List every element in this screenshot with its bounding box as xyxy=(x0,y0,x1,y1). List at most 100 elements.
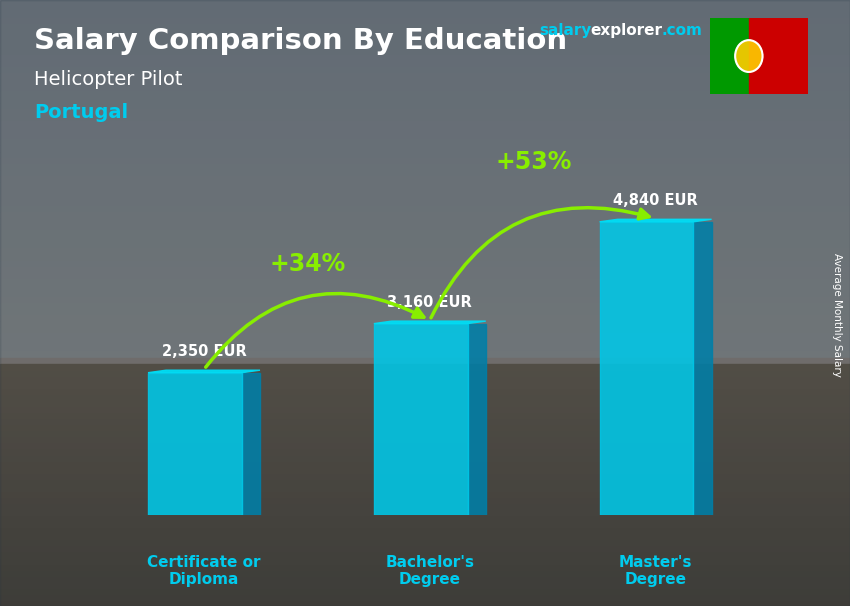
Bar xyxy=(0,18,850,24)
Bar xyxy=(0,351,850,358)
Bar xyxy=(0,133,850,139)
Bar xyxy=(0,30,850,36)
Bar xyxy=(0,315,850,321)
Bar xyxy=(0,370,850,376)
Bar xyxy=(0,145,850,152)
Bar xyxy=(0,327,850,333)
Bar xyxy=(0,182,850,188)
Bar xyxy=(0,67,850,73)
Bar xyxy=(0,170,850,176)
Text: .com: .com xyxy=(661,23,702,38)
Polygon shape xyxy=(242,373,260,515)
Bar xyxy=(0,545,850,551)
Bar xyxy=(0,48,850,55)
Bar xyxy=(0,12,850,18)
Bar xyxy=(0,406,850,412)
Bar xyxy=(0,109,850,115)
Bar xyxy=(0,139,850,145)
Bar xyxy=(0,588,850,594)
Text: Bachelor's
Degree: Bachelor's Degree xyxy=(385,555,474,587)
Bar xyxy=(0,115,850,121)
Bar xyxy=(0,24,850,30)
Bar xyxy=(0,509,850,515)
Bar xyxy=(0,412,850,418)
Bar xyxy=(0,255,850,261)
Bar xyxy=(710,18,749,94)
Bar xyxy=(0,42,850,48)
Polygon shape xyxy=(599,222,694,515)
Bar xyxy=(0,152,850,158)
Bar xyxy=(0,467,850,473)
Bar xyxy=(0,570,850,576)
Bar xyxy=(0,36,850,42)
Bar xyxy=(0,0,850,6)
Bar xyxy=(0,297,850,303)
Bar xyxy=(0,430,850,436)
Bar xyxy=(0,176,850,182)
Bar xyxy=(0,582,850,588)
Bar xyxy=(0,430,850,436)
Text: 2,350 EUR: 2,350 EUR xyxy=(162,344,246,359)
Text: 4,840 EUR: 4,840 EUR xyxy=(613,193,698,208)
Bar xyxy=(0,461,850,467)
Bar xyxy=(0,558,850,564)
Bar xyxy=(0,261,850,267)
Bar xyxy=(0,236,850,242)
Bar xyxy=(0,273,850,279)
Text: +34%: +34% xyxy=(269,251,346,276)
Bar xyxy=(0,491,850,497)
Polygon shape xyxy=(374,324,468,515)
Bar xyxy=(0,364,850,370)
Bar xyxy=(0,206,850,212)
Polygon shape xyxy=(599,219,711,222)
Bar xyxy=(0,394,850,400)
Bar xyxy=(0,539,850,545)
Bar xyxy=(0,230,850,236)
Bar xyxy=(0,224,850,230)
Polygon shape xyxy=(148,373,242,515)
Bar xyxy=(0,594,850,600)
Bar xyxy=(0,527,850,533)
Bar xyxy=(0,442,850,448)
Bar xyxy=(0,497,850,503)
Bar xyxy=(0,503,850,509)
Bar xyxy=(0,358,850,364)
Polygon shape xyxy=(148,370,260,373)
Bar xyxy=(0,600,850,606)
Bar xyxy=(0,497,850,503)
Bar xyxy=(0,218,850,224)
Bar xyxy=(0,248,850,255)
Text: Portugal: Portugal xyxy=(34,103,128,122)
Bar xyxy=(0,388,850,394)
Bar xyxy=(0,454,850,461)
Bar xyxy=(0,279,850,285)
Bar xyxy=(0,212,850,218)
Bar xyxy=(0,376,850,382)
Bar xyxy=(0,303,850,309)
Bar xyxy=(0,424,850,430)
Bar xyxy=(0,436,850,442)
Bar xyxy=(0,376,850,382)
Bar xyxy=(0,364,850,370)
Bar xyxy=(0,79,850,85)
Bar xyxy=(0,97,850,103)
Bar xyxy=(0,448,850,454)
Bar xyxy=(0,370,850,376)
Bar xyxy=(0,158,850,164)
Bar xyxy=(0,127,850,133)
Bar xyxy=(0,479,850,485)
Bar xyxy=(0,321,850,327)
Bar xyxy=(749,18,808,94)
Bar xyxy=(0,267,850,273)
Bar xyxy=(0,400,850,406)
Text: Average Monthly Salary: Average Monthly Salary xyxy=(832,253,842,377)
Bar xyxy=(0,382,850,388)
Bar xyxy=(0,6,850,12)
Bar xyxy=(0,61,850,67)
Text: Salary Comparison By Education: Salary Comparison By Education xyxy=(34,27,567,55)
Text: Master's
Degree: Master's Degree xyxy=(619,555,692,587)
Bar xyxy=(0,291,850,297)
Bar xyxy=(0,473,850,479)
Bar xyxy=(0,442,850,448)
Bar xyxy=(0,388,850,394)
